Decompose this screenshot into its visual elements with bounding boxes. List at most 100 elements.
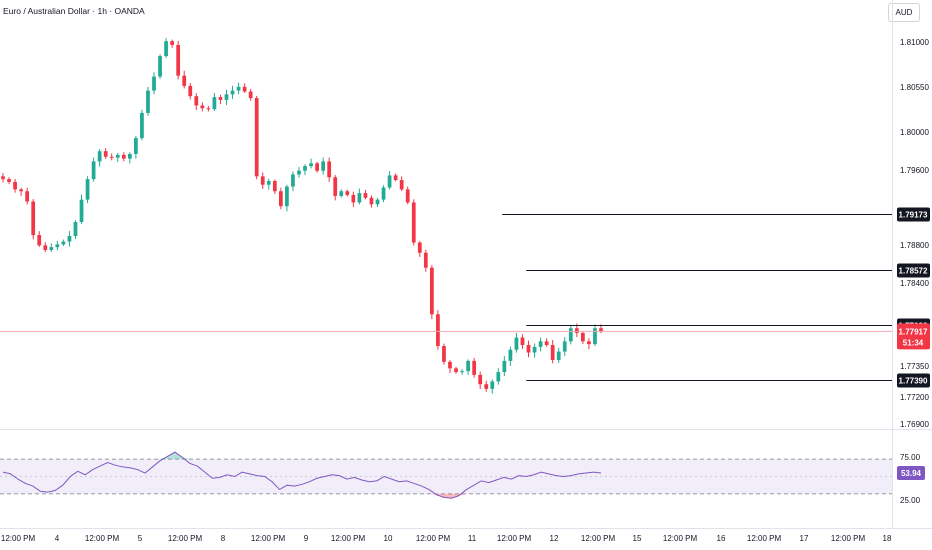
candle-body bbox=[369, 197, 374, 205]
candle-body bbox=[7, 179, 11, 182]
candle-body bbox=[134, 138, 138, 154]
rsi-tick-label: 25.00 bbox=[900, 496, 921, 505]
candle-body bbox=[67, 235, 72, 242]
candle-body bbox=[218, 97, 223, 100]
candle-body bbox=[194, 96, 199, 106]
candle-body bbox=[381, 187, 386, 200]
candle-body bbox=[266, 180, 271, 185]
price-tick-label: 1.78400 bbox=[900, 279, 929, 288]
candle-body bbox=[182, 75, 187, 86]
time-tick-label: 12:00 PM bbox=[168, 534, 203, 543]
rsi-overbought-fill bbox=[167, 452, 175, 460]
candle-body bbox=[550, 345, 555, 360]
candle-body bbox=[73, 222, 78, 236]
grid-layer bbox=[0, 0, 932, 529]
rsi-oversold-fill bbox=[429, 493, 437, 495]
candle-body bbox=[351, 194, 356, 203]
candle-body bbox=[37, 235, 42, 246]
candle-body bbox=[587, 341, 591, 345]
candle-body bbox=[393, 175, 398, 181]
candle-body bbox=[49, 247, 54, 250]
candle-body bbox=[285, 186, 289, 207]
rsi-value-badge bbox=[897, 466, 925, 481]
candle-body bbox=[278, 191, 283, 207]
axes-layer: 1.81000 1.80550 1.80000 1.79600 1.78800 1.784… bbox=[1, 38, 930, 543]
time-tick-label: 16 bbox=[717, 534, 726, 543]
candle-body bbox=[176, 44, 181, 76]
price-tick-label: 1.77200 bbox=[900, 393, 929, 402]
price-tick-label: 1.76900 bbox=[900, 420, 929, 429]
candle-body bbox=[526, 345, 531, 353]
candle-body bbox=[115, 154, 120, 158]
candle-body bbox=[399, 180, 404, 190]
candle-body bbox=[593, 328, 597, 345]
candle-body bbox=[375, 199, 380, 205]
candle-body bbox=[429, 267, 434, 315]
candle-body bbox=[212, 97, 217, 110]
candle-body bbox=[556, 351, 561, 360]
candle-body bbox=[97, 151, 102, 162]
time-tick-label: 4 bbox=[55, 534, 60, 543]
candle-body bbox=[272, 180, 277, 192]
candle-body bbox=[1, 176, 5, 180]
candle-body bbox=[230, 90, 235, 95]
time-tick-label: 12:00 PM bbox=[331, 534, 366, 543]
candle-body bbox=[520, 337, 525, 346]
candle-body bbox=[333, 177, 338, 196]
candle-body bbox=[538, 341, 543, 347]
candle-body bbox=[13, 181, 17, 190]
last-price-badge bbox=[897, 323, 930, 350]
candle-body bbox=[170, 41, 175, 45]
time-tick-label: 12:00 PM bbox=[663, 534, 698, 543]
candle-body bbox=[152, 76, 156, 91]
candle-body bbox=[43, 245, 48, 250]
candle-body bbox=[248, 91, 253, 99]
price-tick-label: 1.80550 bbox=[900, 83, 929, 92]
level-badge-label: 1.78572 bbox=[899, 267, 928, 276]
candle-body bbox=[79, 199, 84, 223]
level-badge-label: 1.77390 bbox=[899, 377, 928, 386]
candle-body bbox=[448, 361, 452, 369]
candle-body bbox=[442, 345, 446, 362]
candle-body bbox=[599, 328, 603, 332]
currency-selector[interactable]: AUD bbox=[888, 3, 920, 22]
candle-body bbox=[200, 105, 205, 109]
time-tick-label: 18 bbox=[883, 534, 892, 543]
candle-body bbox=[423, 252, 428, 268]
candle-body bbox=[55, 244, 60, 248]
time-tick-label: 12:00 PM bbox=[497, 534, 532, 543]
level-badge bbox=[897, 207, 930, 222]
candle-body bbox=[260, 176, 265, 185]
candle-body bbox=[562, 341, 567, 352]
candles-layer bbox=[1, 38, 603, 394]
candle-body bbox=[508, 349, 513, 361]
candle-body bbox=[127, 153, 132, 159]
candle-body bbox=[339, 191, 344, 196]
candle-body bbox=[514, 337, 519, 350]
price-tick-label: 1.79600 bbox=[900, 166, 929, 175]
time-tick-label: 12:00 PM bbox=[581, 534, 616, 543]
price-tick-label: 1.80000 bbox=[900, 128, 929, 137]
candle-body bbox=[357, 193, 362, 203]
candle-body bbox=[574, 328, 579, 333]
candle-body bbox=[387, 175, 392, 188]
time-tick-label: 12:00 PM bbox=[831, 534, 866, 543]
time-tick-label: 12:00 PM bbox=[747, 534, 782, 543]
candle-body bbox=[327, 161, 332, 178]
candle-body bbox=[224, 94, 229, 100]
candle-body bbox=[417, 242, 422, 253]
candle-body bbox=[466, 360, 470, 372]
candle-body bbox=[544, 341, 549, 346]
candle-body bbox=[460, 371, 464, 373]
candle-body bbox=[109, 156, 114, 158]
candle-body bbox=[363, 193, 368, 198]
candle-body bbox=[405, 189, 410, 203]
candle-body bbox=[436, 314, 440, 346]
time-tick-label: 12:00 PM bbox=[251, 534, 286, 543]
time-tick-label: 11 bbox=[468, 534, 477, 543]
price-tick-label: 1.78800 bbox=[900, 241, 929, 250]
level-badge-label: 1.79173 bbox=[899, 211, 928, 220]
candle-body bbox=[297, 170, 301, 175]
